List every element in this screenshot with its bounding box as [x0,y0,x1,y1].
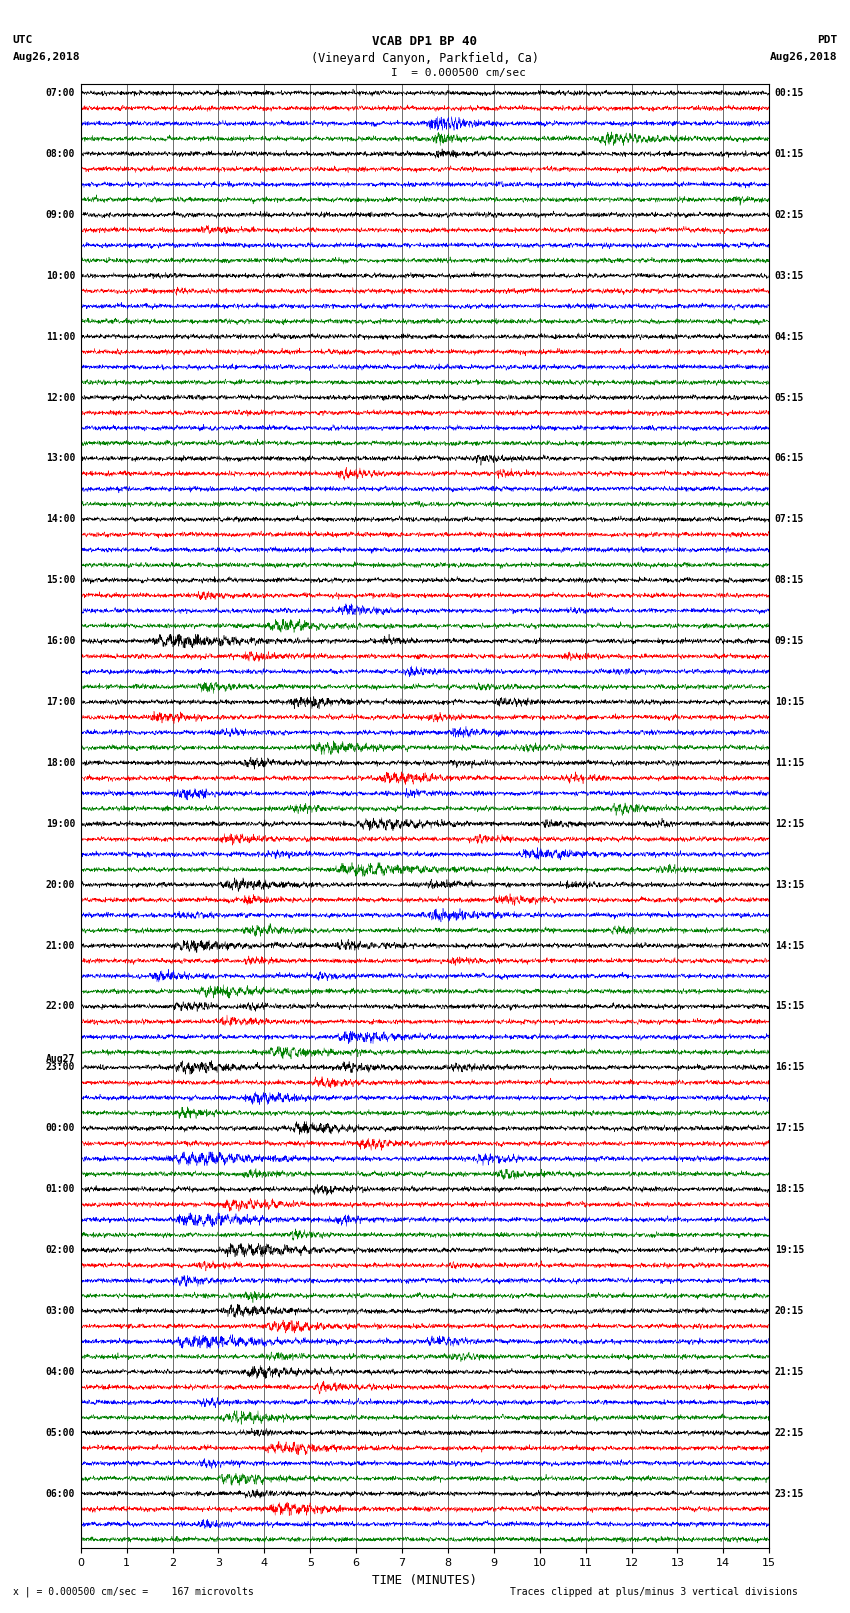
Text: 06:00: 06:00 [46,1489,76,1498]
Text: 04:00: 04:00 [46,1366,76,1378]
Text: 07:00: 07:00 [46,89,76,98]
Text: 12:00: 12:00 [46,392,76,403]
Text: 11:00: 11:00 [46,332,76,342]
Text: 00:15: 00:15 [774,89,804,98]
Text: 15:00: 15:00 [46,576,76,586]
Text: 19:00: 19:00 [46,819,76,829]
Text: 01:15: 01:15 [774,148,804,160]
Text: 08:15: 08:15 [774,576,804,586]
Text: 18:15: 18:15 [774,1184,804,1194]
Text: 04:15: 04:15 [774,332,804,342]
Text: 14:15: 14:15 [774,940,804,950]
Text: 05:00: 05:00 [46,1428,76,1437]
Text: 09:15: 09:15 [774,636,804,647]
Text: 18:00: 18:00 [46,758,76,768]
Text: 01:00: 01:00 [46,1184,76,1194]
Text: 20:15: 20:15 [774,1307,804,1316]
Text: 17:15: 17:15 [774,1123,804,1134]
Text: (Vineyard Canyon, Parkfield, Ca): (Vineyard Canyon, Parkfield, Ca) [311,52,539,65]
Text: 21:00: 21:00 [46,940,76,950]
Text: 12:15: 12:15 [774,819,804,829]
Text: 14:00: 14:00 [46,515,76,524]
Text: I  = 0.000500 cm/sec: I = 0.000500 cm/sec [391,68,526,77]
Text: 13:15: 13:15 [774,879,804,890]
Text: 10:15: 10:15 [774,697,804,706]
Text: 06:15: 06:15 [774,453,804,463]
Text: 09:00: 09:00 [46,210,76,219]
Text: 23:15: 23:15 [774,1489,804,1498]
Text: 11:15: 11:15 [774,758,804,768]
Text: 03:15: 03:15 [774,271,804,281]
Text: VCAB DP1 BP 40: VCAB DP1 BP 40 [372,35,478,48]
Text: 17:00: 17:00 [46,697,76,706]
Text: 00:00: 00:00 [46,1123,76,1134]
Text: 02:00: 02:00 [46,1245,76,1255]
Text: Aug26,2018: Aug26,2018 [13,52,80,61]
Text: 22:15: 22:15 [774,1428,804,1437]
Text: 05:15: 05:15 [774,392,804,403]
Text: x | = 0.000500 cm/sec =    167 microvolts: x | = 0.000500 cm/sec = 167 microvolts [13,1586,253,1597]
Text: 22:00: 22:00 [46,1002,76,1011]
Text: Aug27: Aug27 [46,1053,76,1065]
Text: Aug26,2018: Aug26,2018 [770,52,837,61]
Text: 10:00: 10:00 [46,271,76,281]
Text: 13:00: 13:00 [46,453,76,463]
Text: 07:15: 07:15 [774,515,804,524]
Text: 16:00: 16:00 [46,636,76,647]
Text: 21:15: 21:15 [774,1366,804,1378]
Text: 08:00: 08:00 [46,148,76,160]
Text: 02:15: 02:15 [774,210,804,219]
Text: 03:00: 03:00 [46,1307,76,1316]
Text: 19:15: 19:15 [774,1245,804,1255]
Text: Traces clipped at plus/minus 3 vertical divisions: Traces clipped at plus/minus 3 vertical … [510,1587,798,1597]
Text: UTC: UTC [13,35,33,45]
Text: 20:00: 20:00 [46,879,76,890]
Text: 23:00: 23:00 [46,1063,76,1073]
Text: 15:15: 15:15 [774,1002,804,1011]
X-axis label: TIME (MINUTES): TIME (MINUTES) [372,1574,478,1587]
Text: 16:15: 16:15 [774,1063,804,1073]
Text: PDT: PDT [817,35,837,45]
